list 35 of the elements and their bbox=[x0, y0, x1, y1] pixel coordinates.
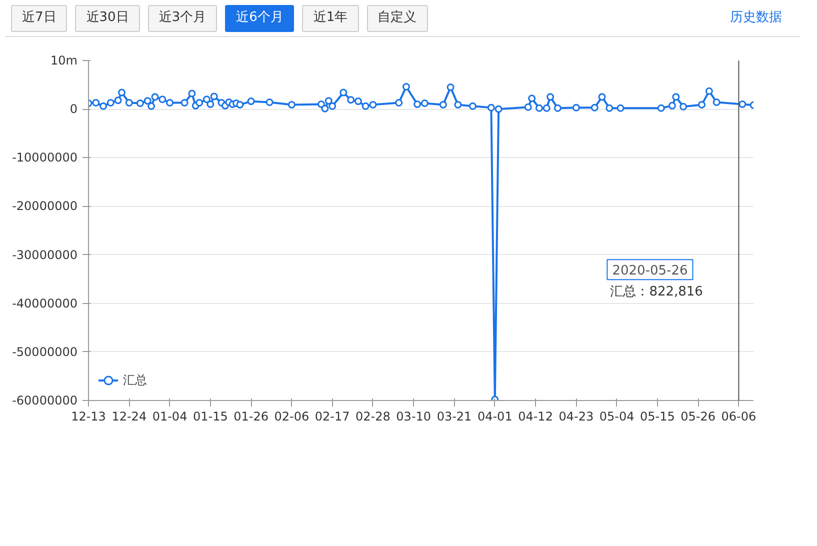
x-tick-label: 01-26 bbox=[234, 410, 268, 424]
text: 近30日 bbox=[75, 5, 140, 32]
y-tick-label: -50000000 bbox=[12, 344, 78, 359]
text: 历史数据 bbox=[730, 9, 782, 27]
x-tick-label: 02-06 bbox=[274, 410, 310, 424]
x-tick-label: 04-01 bbox=[477, 410, 512, 424]
x-tick-label: 01-04 bbox=[152, 410, 188, 424]
x-tick-label: 12-13 bbox=[71, 410, 106, 424]
y-tick-label: -30000000 bbox=[12, 248, 78, 262]
x-tick-label: 06-06 bbox=[721, 410, 756, 424]
x-tick-label: 02-28 bbox=[356, 410, 390, 424]
y-tick-label: -10000000 bbox=[12, 150, 78, 165]
text: 近6个月 bbox=[225, 5, 294, 32]
text: 近1年 bbox=[302, 5, 359, 32]
x-tick-label: 03-21 bbox=[436, 410, 472, 424]
y-tick-label: -20000000 bbox=[12, 199, 78, 214]
x-tick-label: 02-17 bbox=[314, 410, 350, 424]
x-tick-label: 04-23 bbox=[558, 410, 594, 424]
y-tick-label: 10m bbox=[50, 54, 78, 68]
y-tick-label: -60000000 bbox=[12, 394, 78, 408]
annotation: 汇总：822,816 bbox=[610, 284, 703, 300]
x-tick-label: 05-04 bbox=[599, 410, 634, 424]
x-tick-label: 12-24 bbox=[112, 410, 147, 424]
x-tick-label: 03-10 bbox=[396, 410, 432, 424]
text: 近7日 bbox=[11, 5, 68, 32]
y-tick-label: -40000000 bbox=[12, 296, 78, 310]
x-tick-label: 04-12 bbox=[518, 410, 553, 424]
x-tick-label: 05-26 bbox=[680, 410, 716, 424]
annotation: 2020-05-26 bbox=[612, 264, 688, 279]
text: 自定义 bbox=[366, 5, 428, 32]
y-tick-label: 0 bbox=[70, 102, 78, 116]
legend-label: 汇总 bbox=[123, 372, 147, 388]
text: 近3个月 bbox=[148, 5, 218, 32]
x-tick-label: 05-15 bbox=[640, 410, 675, 424]
x-tick-label: 01-15 bbox=[192, 410, 228, 424]
